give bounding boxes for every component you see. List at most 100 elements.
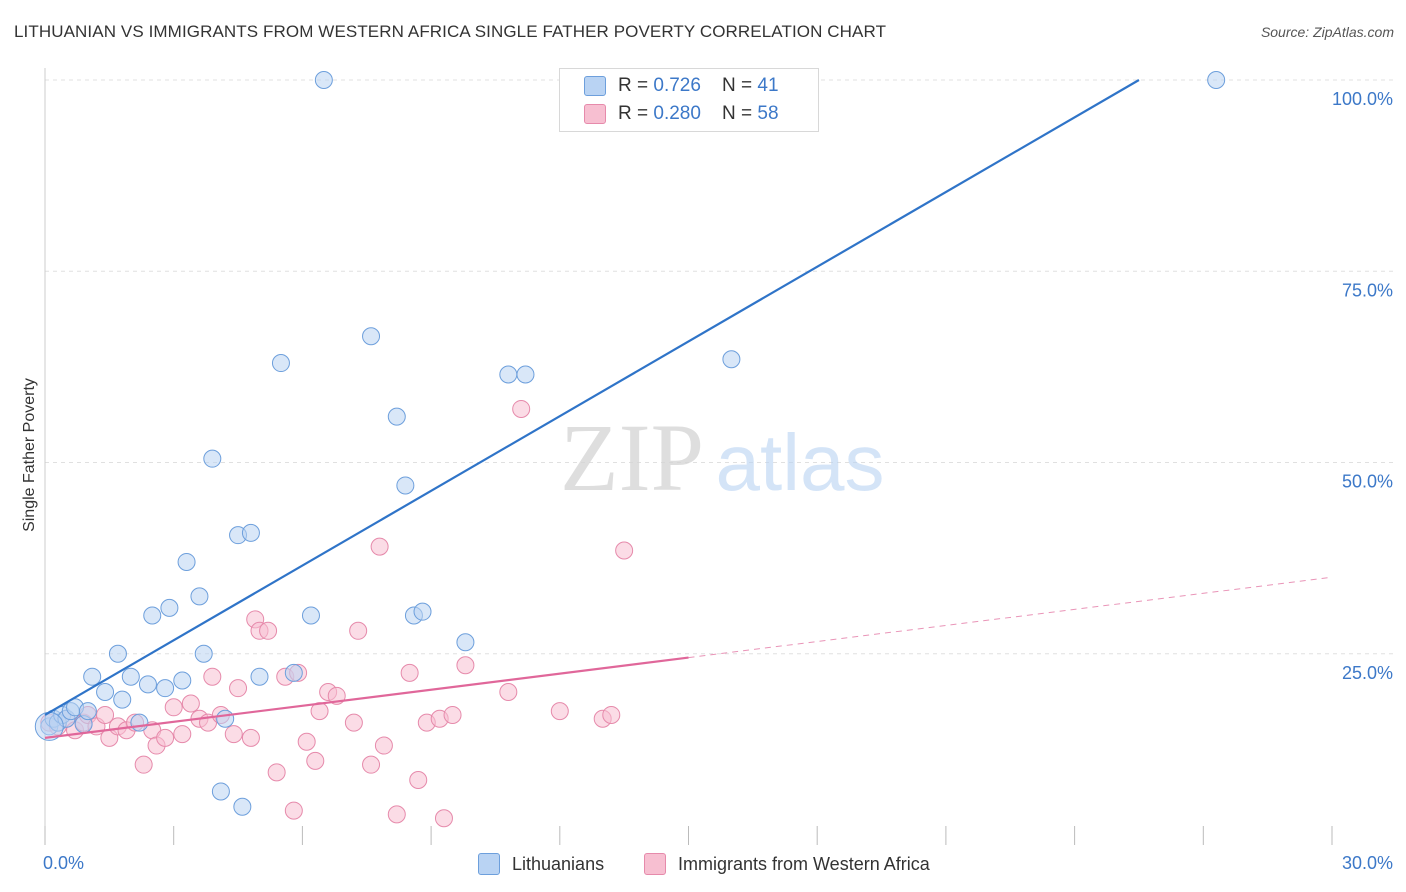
y-tick-label: 75.0% <box>1342 280 1393 300</box>
legend-item-immigrants: Immigrants from Western Africa <box>644 852 930 876</box>
legend-swatch-blue <box>478 853 500 875</box>
data-point-immigrants <box>344 713 363 732</box>
data-point-lithuanians <box>83 667 102 686</box>
data-point-lithuanians <box>387 407 406 426</box>
data-point-lithuanians <box>177 552 196 571</box>
legend-n-value: 41 <box>757 75 779 96</box>
legend-n-label: N = <box>722 103 758 124</box>
data-point-immigrants <box>387 805 406 824</box>
data-point-lithuanians <box>216 709 235 728</box>
data-point-lithuanians <box>211 782 230 801</box>
data-point-lithuanians <box>1207 71 1226 89</box>
data-point-immigrants <box>306 751 325 770</box>
data-point-immigrants <box>297 732 316 751</box>
data-point-immigrants <box>409 770 428 789</box>
data-point-lithuanians <box>271 354 290 373</box>
data-point-immigrants <box>164 698 183 717</box>
data-point-lithuanians <box>413 602 432 621</box>
data-point-lithuanians <box>138 675 157 694</box>
data-point-immigrants <box>550 702 569 721</box>
data-point-immigrants <box>400 663 419 682</box>
data-point-immigrants <box>134 755 153 774</box>
legend-r-value: 0.280 <box>653 103 701 124</box>
tick-labels: 25.0% 50.0% 75.0% 100.0% 0.0% 30.0% <box>43 89 1393 873</box>
legend-row-immigrants: R = 0.280 N = 58 <box>584 102 779 126</box>
data-point-immigrants <box>203 667 222 686</box>
data-point-immigrants <box>512 399 531 418</box>
data-point-lithuanians <box>130 713 149 732</box>
series-legend: Lithuanians Immigrants from Western Afri… <box>0 852 1406 876</box>
legend-n-label: N = <box>722 75 758 96</box>
data-point-immigrants <box>443 705 462 724</box>
data-point-lithuanians <box>241 523 260 542</box>
data-point-immigrants <box>615 541 634 560</box>
data-point-immigrants <box>499 683 518 701</box>
data-point-immigrants <box>456 656 475 675</box>
data-point-immigrants <box>241 728 260 747</box>
y-tick-label: 25.0% <box>1342 663 1393 683</box>
trend-line-immigrants <box>44 656 689 739</box>
data-point-lithuanians <box>284 663 303 682</box>
legend-swatch-pink <box>584 104 606 124</box>
data-point-immigrants <box>349 621 368 640</box>
data-point-lithuanians <box>233 797 252 816</box>
legend-text: R = 0.280 N = 58 <box>618 103 779 125</box>
data-point-lithuanians <box>113 690 132 709</box>
watermark: ZIP atlas <box>560 404 884 511</box>
data-point-immigrants <box>173 725 192 744</box>
data-point-lithuanians <box>160 598 179 617</box>
legend-r-value: 0.726 <box>653 75 701 96</box>
legend-label: Immigrants from Western Africa <box>678 853 930 874</box>
data-point-lithuanians <box>396 476 415 495</box>
data-point-immigrants <box>259 621 278 640</box>
data-point-immigrants <box>284 801 303 820</box>
grid-layer <box>45 79 1395 655</box>
legend-label: Lithuanians <box>512 853 605 874</box>
legend-text: R = 0.726 N = 41 <box>618 75 779 97</box>
data-point-immigrants <box>370 537 389 556</box>
legend-swatch-pink <box>644 853 666 875</box>
data-point-immigrants <box>374 736 393 755</box>
data-point-lithuanians <box>722 350 741 369</box>
data-point-lithuanians <box>314 71 333 89</box>
data-point-immigrants <box>434 809 453 828</box>
data-point-lithuanians <box>362 327 381 346</box>
x-tick-label: 0.0% <box>43 853 84 873</box>
trend-line-lithuanians <box>44 79 1140 716</box>
source-label: Source: ZipAtlas.com <box>1260 24 1394 40</box>
data-point-lithuanians <box>250 667 269 686</box>
legend-n-value: 58 <box>757 103 779 124</box>
data-point-immigrants <box>224 725 243 744</box>
data-point-immigrants <box>267 763 286 782</box>
data-point-lithuanians <box>156 679 175 698</box>
data-point-lithuanians <box>121 667 140 686</box>
data-point-lithuanians <box>516 365 535 384</box>
data-point-immigrants <box>181 694 200 713</box>
legend-r-label: R = <box>618 75 654 96</box>
trend-lines <box>44 79 1333 739</box>
chart-title: LITHUANIAN VS IMMIGRANTS FROM WESTERN AF… <box>14 22 887 41</box>
data-point-lithuanians <box>456 633 475 652</box>
correlation-legend: R = 0.726 N = 41 R = 0.280 N = 58 <box>559 68 819 132</box>
data-point-immigrants <box>96 705 115 724</box>
data-point-immigrants <box>602 705 621 724</box>
data-point-lithuanians <box>301 606 320 625</box>
data-point-lithuanians <box>190 587 209 606</box>
data-point-lithuanians <box>173 671 192 690</box>
data-point-lithuanians <box>108 644 127 663</box>
series-immigrants-western-africa <box>40 399 634 828</box>
data-point-immigrants <box>156 728 175 747</box>
data-point-immigrants <box>362 755 381 774</box>
x-tick-label: 30.0% <box>1342 853 1393 873</box>
watermark-zip: ZIP <box>560 404 704 511</box>
y-tick-label: 50.0% <box>1342 472 1393 492</box>
data-point-lithuanians <box>78 702 97 721</box>
legend-r-label: R = <box>618 103 654 124</box>
watermark-atlas: atlas <box>716 418 885 507</box>
data-point-lithuanians <box>203 449 222 468</box>
data-point-lithuanians <box>96 683 115 701</box>
data-point-lithuanians <box>194 644 213 663</box>
data-point-immigrants <box>229 679 248 698</box>
legend-swatch-blue <box>584 76 606 96</box>
y-tick-label: 100.0% <box>1332 89 1393 109</box>
